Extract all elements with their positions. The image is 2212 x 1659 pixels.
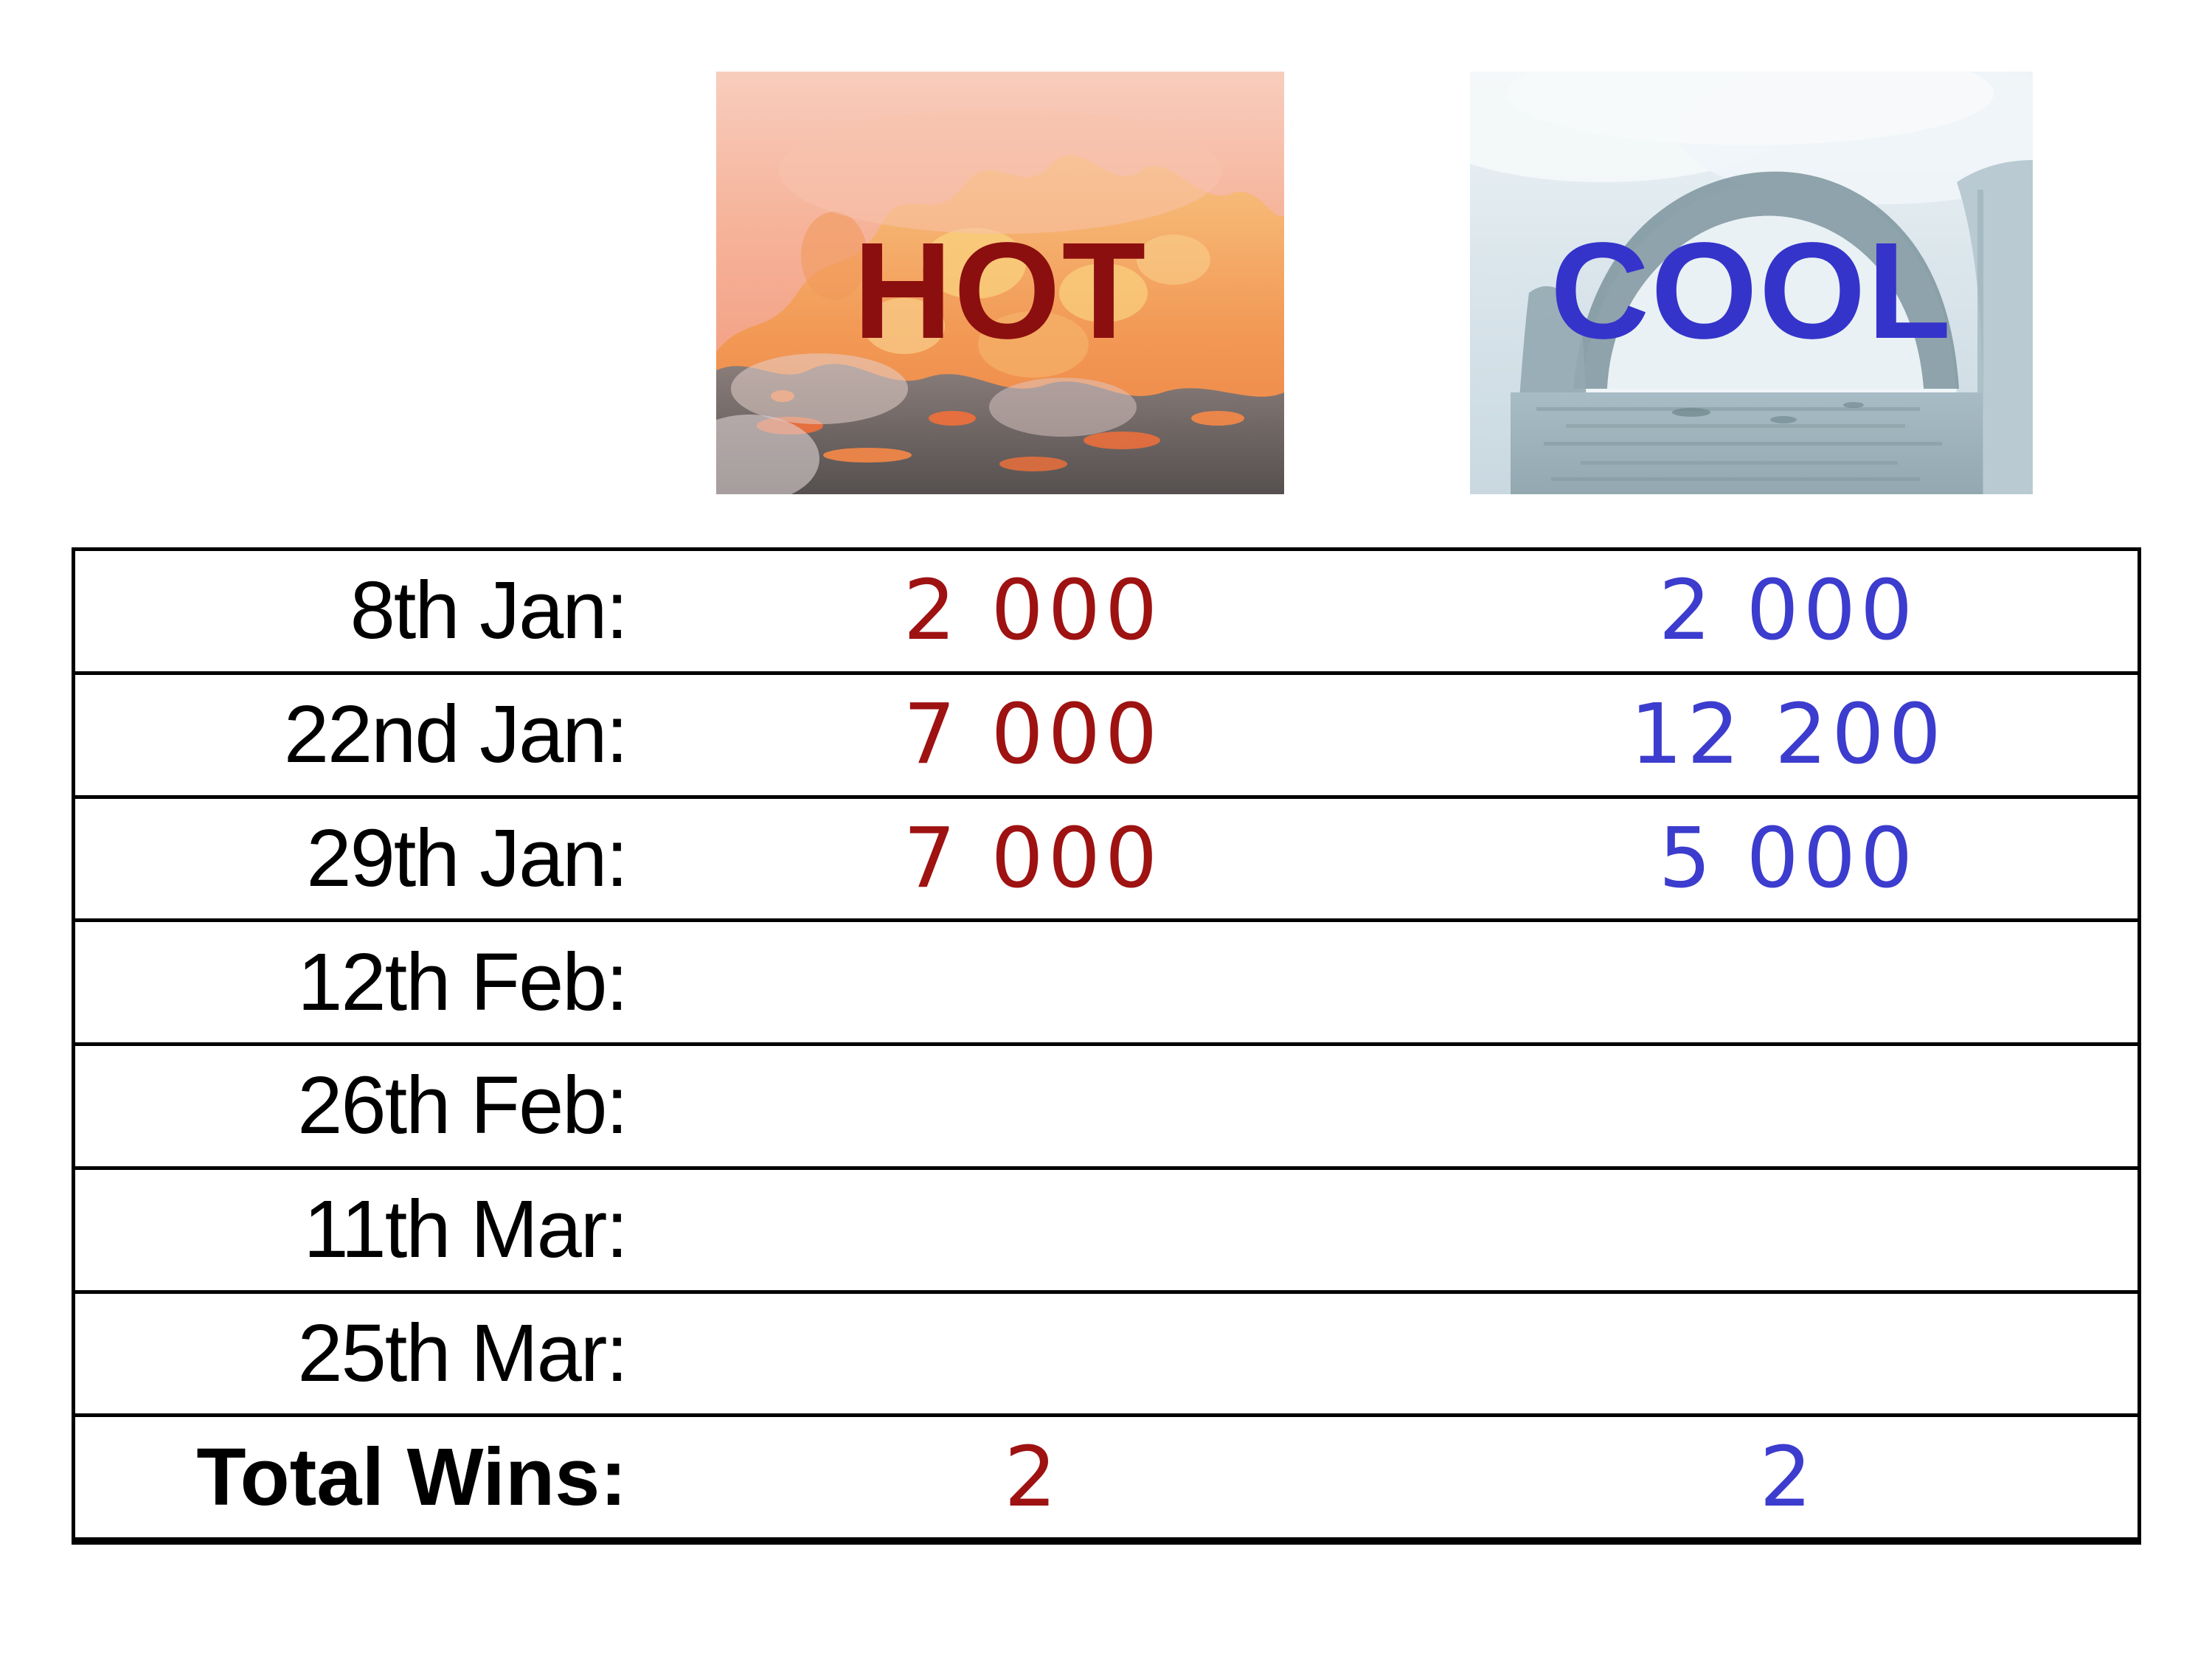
table-row: 25th Mar: [75,1289,2138,1414]
hot-team-header: HOT [716,72,1284,494]
fire-lava-photo [716,72,1284,494]
table-row: 8th Jan: 2 000 2 000 [75,551,2138,671]
hot-score: 7 000 [903,687,1162,783]
total-wins-row: Total Wins: 2 2 [75,1413,2138,1537]
hot-score: 7 000 [903,810,1162,907]
cool-total-wins: 2 [1759,1429,1817,1525]
score-table: 8th Jan: 2 000 2 000 22nd Jan: 7 000 12 … [72,547,2141,1545]
ice-arch-photo [1470,72,2033,494]
table-row: 12th Feb: [75,918,2138,1042]
hot-team-label: HOT [853,215,1148,367]
cool-score: 12 200 [1630,687,1946,783]
hot-total-wins: 2 [1004,1429,1061,1525]
cool-score: 5 000 [1658,810,1918,907]
hot-score: 2 000 [903,563,1162,659]
table-row: 11th Mar: [75,1166,2138,1290]
table-row: 29th Jan: 7 000 5 000 [75,794,2138,919]
date-label: 25th Mar: [297,1307,628,1399]
table-row: 22nd Jan: 7 000 12 200 [75,671,2138,795]
date-label: 29th Jan: [306,812,628,904]
cool-team-label: COOL [1550,215,1953,367]
total-wins-label: Total Wins: [196,1431,627,1523]
date-label: 12th Feb: [297,936,628,1028]
date-label: 11th Mar: [303,1184,629,1275]
cool-team-header: COOL [1470,72,2033,494]
cool-score: 2 000 [1658,563,1918,659]
table-row: 26th Feb: [75,1042,2138,1166]
date-label: 26th Feb: [297,1060,628,1151]
date-label: 8th Jan: [350,565,628,657]
date-label: 22nd Jan: [283,689,628,780]
